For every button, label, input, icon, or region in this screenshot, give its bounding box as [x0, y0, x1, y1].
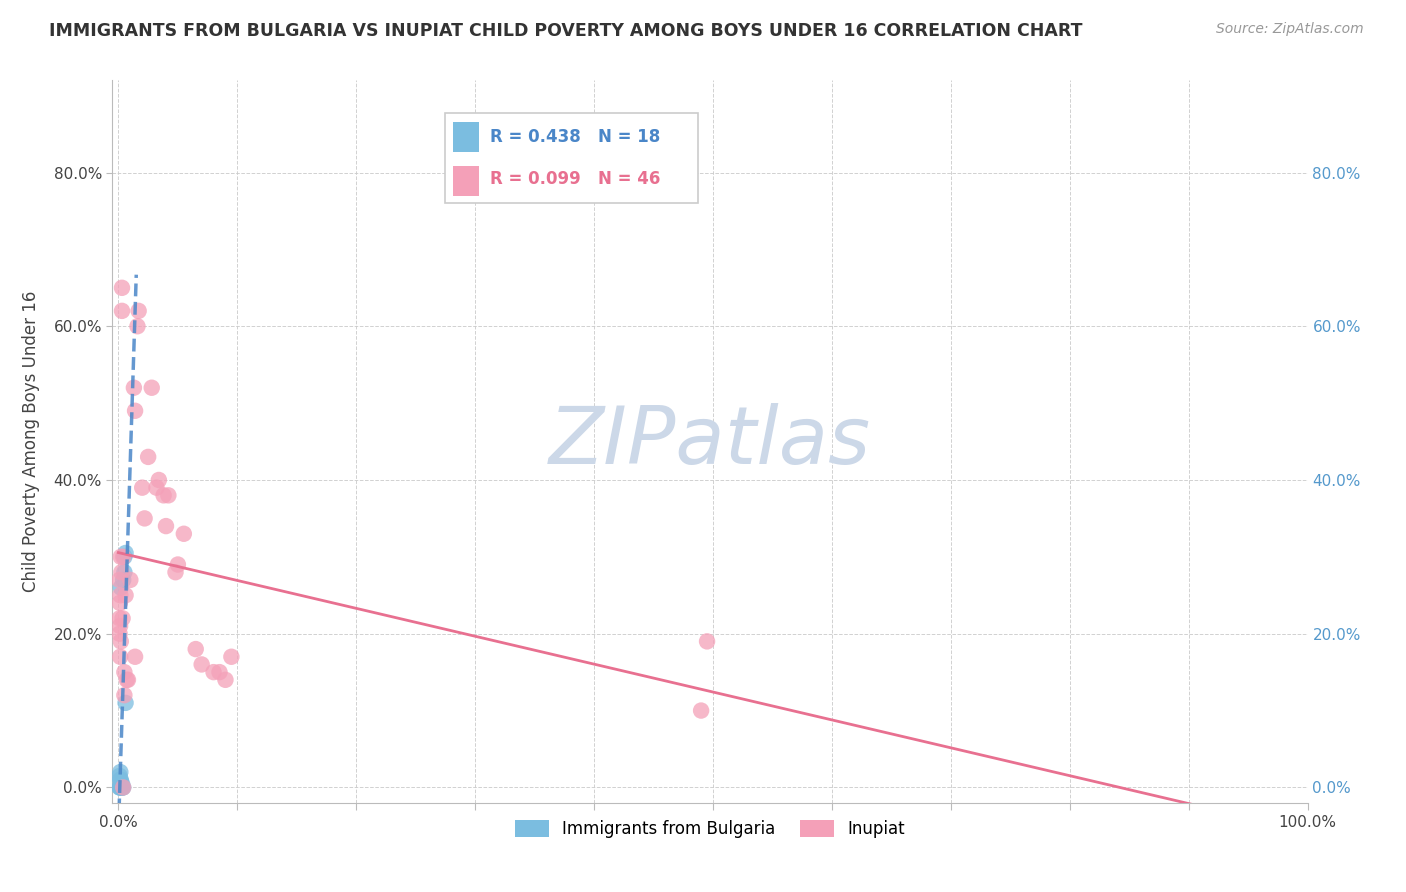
Y-axis label: Child Poverty Among Boys Under 16: Child Poverty Among Boys Under 16 [21, 291, 39, 592]
Point [167, 558, 190, 572]
Point [128, 304, 150, 318]
Point [155, 519, 177, 533]
Point [114, 588, 136, 602]
Point [111, 776, 134, 790]
FancyBboxPatch shape [446, 113, 697, 203]
Point [108, 780, 131, 795]
Point [208, 665, 231, 680]
Point [131, 481, 153, 495]
Text: R = 0.099   N = 46: R = 0.099 N = 46 [489, 170, 659, 188]
Point [110, 581, 132, 595]
Point [117, 673, 139, 687]
Point [111, 780, 134, 795]
Point [112, 780, 135, 795]
Point [110, 634, 132, 648]
Point [112, 665, 135, 680]
Point [108, 626, 131, 640]
Point [148, 473, 170, 487]
Point [110, 765, 132, 780]
Point [108, 780, 131, 795]
Point [108, 573, 131, 587]
FancyBboxPatch shape [453, 122, 479, 152]
Point [136, 450, 159, 464]
Point [110, 772, 132, 787]
Point [124, 649, 146, 664]
Text: R = 0.438   N = 18: R = 0.438 N = 18 [489, 128, 659, 145]
Text: ZIPatlas: ZIPatlas [548, 402, 872, 481]
Point [190, 657, 212, 672]
Point [112, 549, 135, 564]
Point [111, 780, 134, 795]
Point [122, 381, 145, 395]
Point [112, 573, 135, 587]
Point [165, 565, 187, 579]
Point [108, 596, 131, 610]
Legend: Immigrants from Bulgaria, Inupiat: Immigrants from Bulgaria, Inupiat [509, 814, 911, 845]
Point [696, 634, 718, 648]
Point [112, 549, 135, 564]
Point [152, 488, 174, 502]
Point [134, 511, 156, 525]
Point [112, 780, 135, 795]
Point [221, 649, 243, 664]
Point [108, 649, 131, 664]
Point [157, 488, 180, 502]
Point [108, 780, 131, 795]
Point [110, 565, 132, 579]
Point [141, 381, 163, 395]
Point [111, 611, 134, 625]
Point [110, 549, 132, 564]
Point [110, 588, 132, 602]
Point [111, 281, 134, 295]
Point [145, 481, 167, 495]
Point [120, 573, 142, 587]
Point [124, 404, 146, 418]
Point [115, 673, 138, 687]
Point [108, 769, 131, 783]
Point [184, 642, 207, 657]
Point [112, 565, 135, 579]
Point [108, 611, 131, 625]
Point [690, 704, 713, 718]
Text: Source: ZipAtlas.com: Source: ZipAtlas.com [1216, 22, 1364, 37]
Point [114, 546, 136, 560]
Point [127, 319, 149, 334]
Point [173, 526, 195, 541]
Point [108, 619, 131, 633]
Point [214, 673, 236, 687]
Point [110, 780, 132, 795]
FancyBboxPatch shape [453, 166, 479, 196]
Point [111, 304, 134, 318]
Point [114, 696, 136, 710]
Point [108, 772, 131, 787]
Point [202, 665, 225, 680]
Point [112, 688, 135, 702]
Text: IMMIGRANTS FROM BULGARIA VS INUPIAT CHILD POVERTY AMONG BOYS UNDER 16 CORRELATIO: IMMIGRANTS FROM BULGARIA VS INUPIAT CHIL… [49, 22, 1083, 40]
